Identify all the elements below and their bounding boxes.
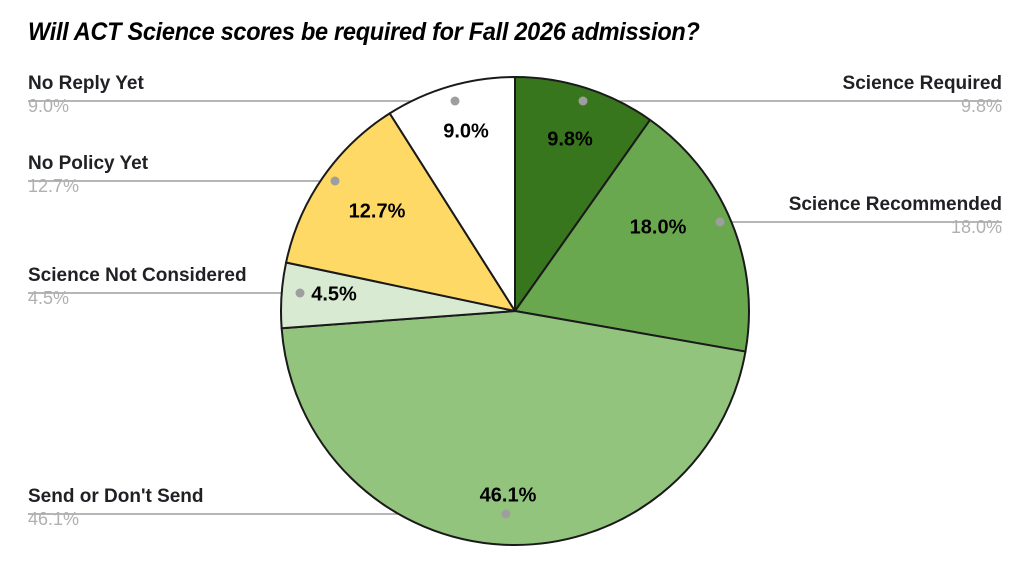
callout-value: 9.8% <box>960 96 1002 116</box>
callout-category: No Policy Yet <box>28 153 149 174</box>
leader-dot <box>330 176 340 186</box>
callout-value: 4.5% <box>28 288 70 308</box>
pie-slices-group <box>280 76 750 546</box>
callout-category: No Reply Yet <box>28 73 144 94</box>
callout-label[interactable]: Science Required 9.8% <box>0 72 1002 117</box>
chart-title: Will ACT Science scores be required for … <box>28 18 700 46</box>
callout-value: 46.1% <box>28 509 80 529</box>
callout-category: Science Required <box>842 73 1002 94</box>
callout-label[interactable]: Send or Don't Send 46.1% <box>28 485 204 530</box>
callout-label[interactable]: No Reply Yet 9.0% <box>28 72 144 117</box>
callout-value: 18.0% <box>950 217 1002 237</box>
slice-value-label: 9.0% <box>443 120 489 142</box>
slice-value-label: 9.8% <box>547 128 593 150</box>
leader-lines-group <box>28 100 1002 515</box>
pie-slice[interactable] <box>514 118 750 353</box>
slice-value-label: 4.5% <box>311 283 357 305</box>
leader-dot <box>501 509 511 519</box>
slice-value-labels-group: 9.8% 18.0% 46.1% 4.5% 12.7% 9.0% <box>311 120 686 506</box>
slice-value-label: 46.1% <box>480 484 537 506</box>
leader-dot <box>715 217 725 227</box>
pie-slice[interactable] <box>280 310 747 546</box>
leader-dots-group <box>295 96 725 519</box>
slice-value-label: 12.7% <box>349 200 406 222</box>
callout-label[interactable]: Science Not Considered 4.5% <box>28 264 247 309</box>
callout-category: Science Not Considered <box>28 265 247 286</box>
pie-slice[interactable] <box>514 76 652 312</box>
leader-dot <box>450 96 460 106</box>
callout-label[interactable]: Science Recommended 18.0% <box>0 193 1002 238</box>
callout-label[interactable]: No Policy Yet 12.7% <box>28 152 148 197</box>
callout-category: Send or Don't Send <box>28 486 204 507</box>
callout-value: 12.7% <box>28 176 80 196</box>
callout-category: Science Recommended <box>788 194 1002 215</box>
pie-slice[interactable] <box>285 112 516 312</box>
callout-value: 9.0% <box>28 96 70 116</box>
leader-dot <box>295 288 305 298</box>
pie-slice[interactable] <box>388 76 516 312</box>
slice-value-label: 18.0% <box>630 216 687 238</box>
leader-dot <box>578 96 588 106</box>
